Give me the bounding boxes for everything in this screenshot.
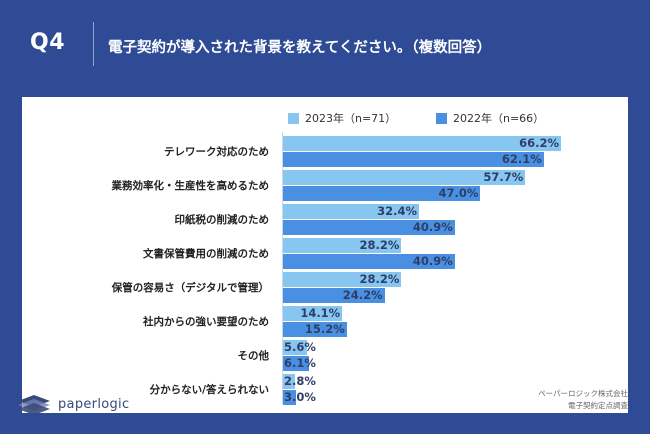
data-label: 28.2%: [359, 238, 400, 252]
data-label: 2.8%: [284, 374, 316, 388]
bar-2023: [283, 374, 295, 389]
data-label: 3.0%: [284, 390, 316, 404]
bar-2022: [283, 288, 385, 303]
category-label: その他: [237, 350, 270, 362]
question-number: Q4: [30, 30, 66, 55]
category-label: 文書保管費用の削減のため: [143, 248, 269, 260]
category-label: 業務効率化・生産性を高めるため: [111, 180, 270, 192]
data-label: 5.6%: [284, 340, 316, 354]
header: Q4 電子契約が導入された背景を教えてください。（複数回答）: [0, 0, 650, 88]
data-label: 40.9%: [412, 220, 453, 234]
category-label: 保管の容易さ（デジタルで管理）: [111, 282, 269, 294]
bar-2022: [283, 322, 347, 337]
bar-2022: [283, 356, 309, 371]
bar-2023: [283, 340, 307, 355]
data-label: 14.1%: [300, 306, 341, 320]
bar-2023: [283, 170, 526, 185]
bar-2022: [283, 186, 481, 201]
source-company: ペーパーロジック株式会社: [538, 389, 628, 398]
category-label: テレワーク対応のため: [164, 146, 269, 158]
bar-2023: [283, 238, 402, 253]
bar-2023: [283, 204, 420, 219]
company-logo: paperlogic: [16, 393, 129, 415]
category-label: 印紙税の削減のため: [174, 214, 270, 226]
category-axis-line: [282, 132, 283, 404]
data-label: 28.2%: [359, 272, 400, 286]
legend-swatch-2022: [436, 112, 447, 124]
paperlogic-logo-icon: [18, 395, 50, 415]
source-survey: 電子契約定点調査: [568, 401, 628, 410]
data-label: 66.2%: [519, 136, 560, 150]
legend-label-2022: 2022年（n=66）: [453, 112, 545, 125]
bar-2023: [283, 272, 402, 287]
legend-item-2023: 2023年（n=71）: [288, 110, 396, 126]
data-label: 47.0%: [438, 186, 479, 200]
data-label: 6.1%: [284, 356, 316, 370]
data-label: 57.7%: [483, 170, 524, 184]
question-title: 電子契約が導入された背景を教えてください。（複数回答）: [108, 40, 492, 56]
logo-text: paperlogic: [58, 396, 130, 412]
bar-2023: [283, 306, 343, 321]
data-label: 40.9%: [412, 254, 453, 268]
header-divider: [93, 22, 94, 66]
legend-label-2023: 2023年（n=71）: [305, 112, 397, 125]
legend-swatch-2023: [288, 112, 299, 124]
data-label: 24.2%: [342, 288, 383, 302]
data-label: 15.2%: [304, 322, 345, 336]
bar-2022: [283, 254, 455, 269]
bar-2023: [283, 136, 562, 151]
legend-item-2022: 2022年（n=66）: [436, 110, 544, 126]
bar-2022: [283, 152, 544, 167]
category-label: 分からない/答えられない: [149, 384, 269, 396]
bar-2022: [283, 220, 455, 235]
source-note: ペーパーロジック株式会社 電子契約定点調査: [538, 388, 628, 412]
bar-2022: [283, 390, 296, 405]
category-label: 社内からの強い要望のため: [143, 316, 269, 328]
data-label: 32.4%: [377, 204, 418, 218]
data-label: 62.1%: [501, 152, 542, 166]
